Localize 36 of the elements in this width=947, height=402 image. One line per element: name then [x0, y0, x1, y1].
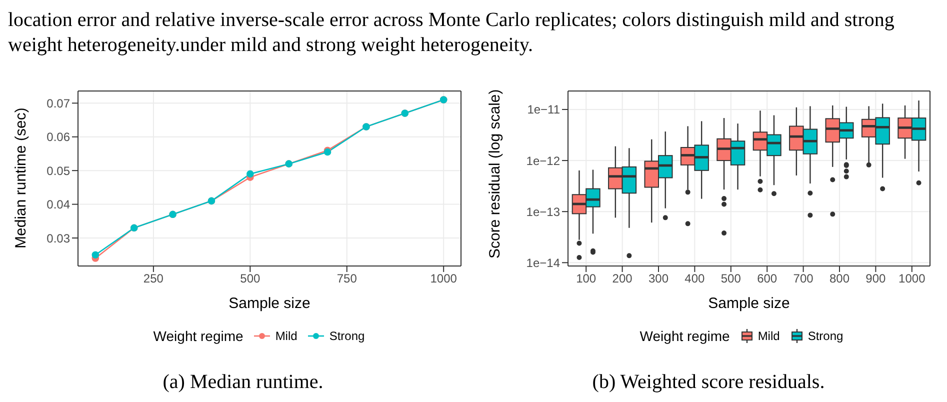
- x-tick-label: 750: [336, 272, 358, 286]
- x-tick-label: 1000: [430, 272, 458, 286]
- y-tick-label: 0.04: [46, 198, 70, 212]
- x-tick-label: 1000: [898, 272, 926, 286]
- x-tick-label: 500: [720, 272, 742, 286]
- x-axis-title: Sample size: [708, 295, 790, 312]
- legend-label: Mild: [275, 329, 298, 343]
- x-tick-label: 600: [757, 272, 778, 286]
- legend-title: Weight regime: [640, 328, 730, 344]
- y-tick-label: 1e−11: [527, 102, 560, 117]
- x-tick-label: 300: [648, 272, 669, 286]
- y-axis-title: Median runtime (sec): [12, 108, 30, 248]
- y-axis-title: Score residual (log scale): [486, 89, 504, 258]
- y-tick-label: 1e−13: [526, 204, 560, 219]
- x-tick-label: 200: [612, 272, 633, 286]
- y-tick-label: 1e−12: [526, 154, 560, 168]
- x-tick-label: 100: [576, 272, 596, 286]
- y-tick-label: 0.07: [46, 96, 70, 110]
- x-tick-label: 400: [684, 272, 706, 286]
- x-tick-label: 800: [829, 272, 850, 286]
- legend-label: Strong: [808, 329, 844, 343]
- x-tick-label: 250: [143, 272, 164, 286]
- x-tick-label: 700: [793, 272, 814, 286]
- text: location error and relative inverse-scale error across Monte Carlo replicates; colors distinguish mild and strong weight heterogeneity.under mild and strong weight heterogeneity.: [8, 8, 896, 58]
- legend-label: Mild: [758, 329, 780, 343]
- legend-label: Strong: [329, 329, 365, 343]
- legend-title: Weight regime: [153, 328, 244, 344]
- y-tick-label: 0.03: [46, 231, 70, 246]
- text: (b) Weighted score residuals.: [591, 371, 826, 394]
- y-tick-label: 1e−14: [526, 256, 560, 270]
- y-tick-label: 0.06: [46, 130, 70, 144]
- x-axis-title: Sample size: [228, 295, 310, 312]
- y-tick-label: 0.05: [46, 164, 70, 178]
- x-tick-label: 900: [866, 272, 886, 286]
- x-tick-label: 500: [240, 272, 260, 286]
- text: (a) Median runtime.: [162, 371, 324, 394]
